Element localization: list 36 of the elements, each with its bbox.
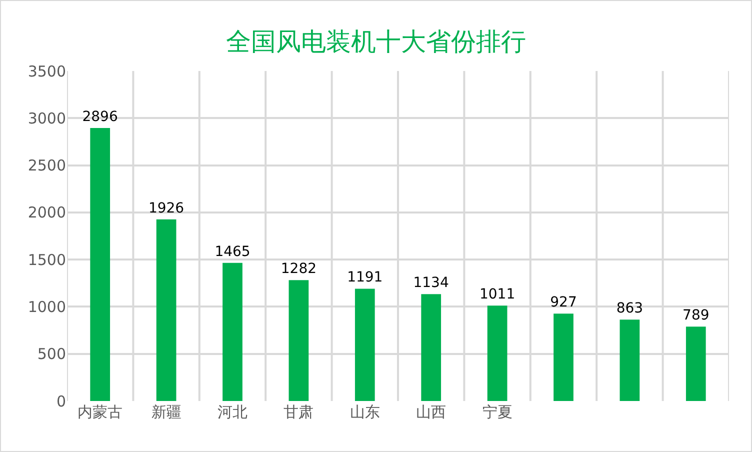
bar bbox=[90, 128, 110, 401]
data-label: 789 bbox=[682, 308, 710, 324]
bar bbox=[288, 280, 309, 401]
y-tick-label: 2000 bbox=[28, 204, 66, 222]
bar bbox=[554, 314, 574, 401]
data-label: 927 bbox=[550, 294, 577, 311]
data-label: 1191 bbox=[347, 270, 383, 286]
data-label: 2896 bbox=[82, 108, 118, 125]
x-tick-label: 山西 bbox=[416, 403, 446, 421]
bar bbox=[620, 320, 640, 401]
data-label: 1134 bbox=[413, 275, 449, 292]
y-tick-label: 500 bbox=[37, 345, 66, 364]
y-tick-label: 1500 bbox=[28, 250, 66, 269]
bar bbox=[686, 326, 706, 401]
y-tick-label: 3000 bbox=[28, 109, 66, 128]
x-tick-label: 山东 bbox=[350, 403, 380, 421]
x-tick-label: 河北 bbox=[218, 403, 248, 421]
data-label: 1011 bbox=[479, 286, 516, 303]
bar bbox=[421, 294, 442, 401]
y-tick-label: 2500 bbox=[28, 156, 66, 175]
y-tick-label: 3500 bbox=[28, 62, 66, 80]
bar bbox=[487, 306, 508, 401]
chart-title: 全国风电装机十大省份排行 bbox=[226, 27, 526, 56]
data-label: 1926 bbox=[148, 200, 184, 216]
y-tick-label: 0 bbox=[56, 392, 66, 410]
x-tick-label: 内蒙古 bbox=[78, 403, 123, 421]
bar bbox=[156, 219, 176, 401]
x-tick-label: 甘肃 bbox=[284, 403, 314, 421]
data-label: 1282 bbox=[280, 261, 317, 278]
x-tick-label: 宁夏 bbox=[482, 403, 512, 421]
data-label: 863 bbox=[616, 300, 644, 317]
data-label: 1465 bbox=[214, 244, 250, 260]
y-tick-label: 1000 bbox=[28, 298, 66, 316]
bar bbox=[222, 262, 242, 401]
x-tick-label: 新疆 bbox=[151, 403, 182, 421]
bar bbox=[354, 288, 375, 401]
